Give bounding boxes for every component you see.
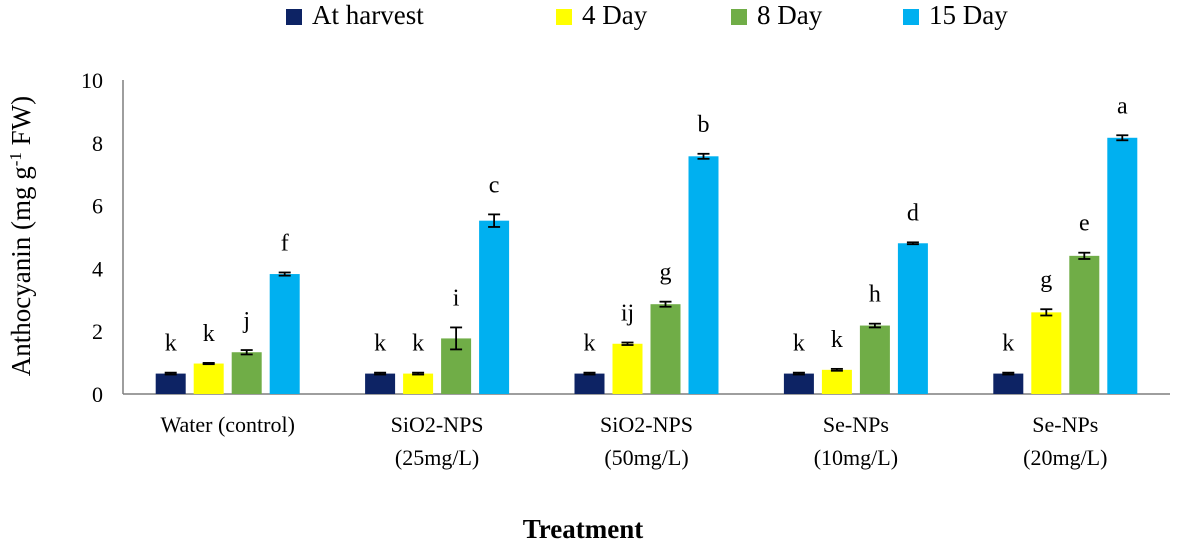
bar: [231, 352, 262, 394]
significance-label: d: [907, 200, 919, 226]
significance-label: k: [831, 327, 843, 353]
category-label: SiO2-NPS: [600, 412, 693, 437]
bar: [783, 373, 814, 394]
bar: [859, 325, 890, 394]
bar: [193, 363, 224, 394]
bar: [1107, 137, 1138, 394]
significance-label: i: [453, 285, 460, 311]
bar: [650, 304, 681, 394]
y-tick-label: 8: [92, 131, 103, 156]
category-label: Se-NPs: [1032, 412, 1098, 437]
significance-label: j: [242, 308, 250, 334]
bar: [897, 243, 928, 394]
bar: [269, 274, 300, 394]
bar: [612, 343, 643, 394]
y-tick-label: 10: [81, 68, 103, 93]
significance-label: k: [165, 331, 177, 357]
bar: [403, 373, 434, 394]
significance-label: f: [281, 230, 289, 256]
bar: [155, 373, 186, 394]
category-label: Se-NPs: [823, 412, 889, 437]
category-label: (25mg/L): [395, 445, 479, 470]
y-axis-label: Anthocyanin (mg g-1 FW): [6, 96, 37, 376]
bar: [365, 373, 396, 394]
legend-swatch: [731, 9, 747, 25]
legend-label: 8 Day: [757, 0, 823, 30]
x-axis-label: Treatment: [523, 514, 643, 542]
legend-swatch: [903, 9, 919, 25]
bar: [479, 220, 510, 394]
significance-label: k: [374, 331, 386, 357]
error-bars: [164, 134, 1129, 376]
legend-swatch: [556, 9, 572, 25]
bar: [1031, 312, 1062, 394]
significance-label: c: [489, 172, 500, 198]
category-label: (10mg/L): [814, 445, 898, 470]
y-axis: 0 2 4 6 8 10: [81, 68, 124, 407]
y-tick-label: 4: [92, 256, 103, 281]
legend: At harvest 4 Day 8 Day 15 Day: [286, 0, 1008, 30]
significance-label: k: [584, 331, 596, 357]
y-tick-label: 0: [92, 382, 103, 407]
y-tick-label: 2: [92, 319, 103, 344]
significance-label: h: [869, 282, 881, 308]
significance-label: a: [1117, 93, 1128, 119]
significance-label: k: [1002, 331, 1014, 357]
legend-label: 15 Day: [929, 0, 1008, 30]
category-label: Water (control): [160, 412, 294, 437]
legend-label: 4 Day: [582, 0, 648, 30]
bar: [574, 373, 605, 394]
legend-label: At harvest: [312, 0, 424, 30]
significance-label: g: [660, 260, 672, 286]
bars: [155, 137, 1138, 394]
y-tick-label: 6: [92, 194, 103, 219]
significance-label: ij: [621, 301, 634, 327]
bar: [993, 373, 1024, 394]
significance-label: g: [1040, 267, 1052, 293]
significance-label: k: [203, 321, 215, 347]
significance-label: b: [698, 112, 710, 138]
legend-swatch: [286, 9, 302, 25]
category-label: (50mg/L): [604, 445, 688, 470]
significance-label: e: [1079, 211, 1090, 237]
bar: [1069, 255, 1100, 394]
significance-label: k: [412, 331, 424, 357]
category-label: SiO2-NPS: [391, 412, 484, 437]
significance-label: k: [793, 331, 805, 357]
y-axis-label-superscript: -1: [6, 152, 25, 166]
category-labels: Water (control) SiO2-NPS (25mg/L) SiO2-NPS (…: [160, 412, 1107, 470]
bar: [688, 156, 719, 394]
category-label: (20mg/L): [1023, 445, 1107, 470]
bar: [821, 369, 852, 394]
